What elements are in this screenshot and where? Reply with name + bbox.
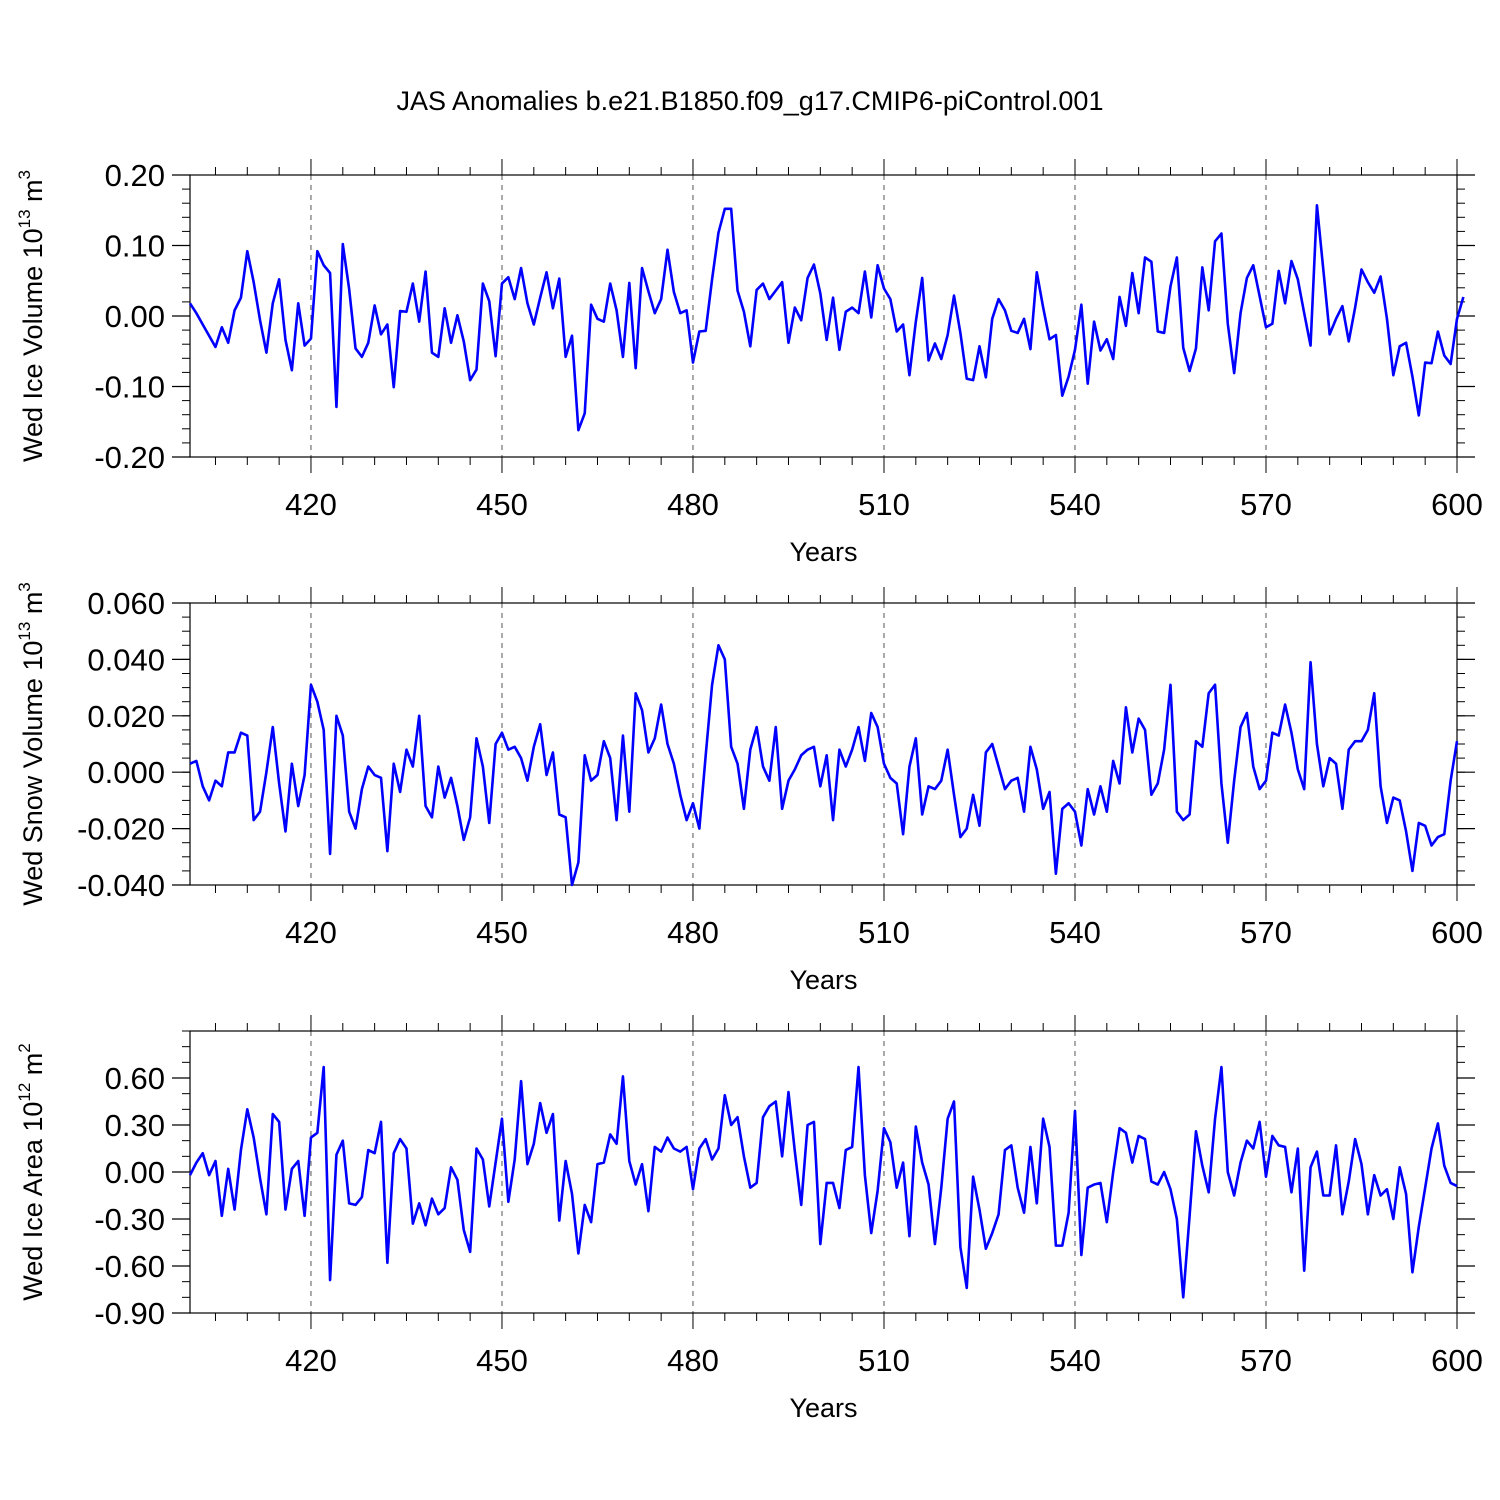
chart-panel-ice-area: -0.90 -0.60 -0.30 0.00 0.30 0.60 420 450 480 510 5… [15,1015,1483,1423]
series-line-0 [188,1065,1458,1299]
chart-panel-snow-volume: -0.040 -0.020 0.000 0.020 0.040 0.060 420 450 48… [15,582,1483,995]
x-tick-label: 510 [858,487,910,522]
x-tick-label: 450 [476,487,528,522]
y-axis-title-exp: 13 [15,622,34,641]
x-tick-label: 600 [1431,915,1483,950]
x-tick-label: 480 [667,487,719,522]
y-axis-title-unit: m [18,179,48,209]
y-axis-title-unit-exp: 3 [15,170,34,179]
y-tick-label: -0.30 [94,1202,165,1237]
x-axis-title: Years [789,1393,857,1423]
y-tick-label: 0.040 [87,642,165,677]
x-tick-label: 570 [1240,1343,1292,1378]
x-tick-label: 420 [285,915,337,950]
y-axis-title-unit-exp: 3 [15,582,34,591]
y-axis-title-main: Wed Snow Volume 10 [18,641,48,906]
y-axis-title-exp: 13 [15,209,34,228]
x-tick-label: 600 [1431,1343,1483,1378]
series-line-0 [188,204,1465,432]
y-axis-title-unit: m [18,592,48,622]
y-tick-label: -0.90 [94,1296,165,1331]
y-tick-label: -0.040 [77,868,165,903]
x-tick-label: 450 [476,915,528,950]
y-tick-label: -0.20 [94,440,165,475]
chart-panel-ice-volume: -0.20 -0.10 0.00 0.10 0.20 420 450 480 510 540 570… [15,158,1483,567]
x-tick-label: 420 [285,1343,337,1378]
y-axis-title-unit: m [18,1053,48,1083]
y-tick-label: 0.060 [87,586,165,621]
y-tick-label: 0.00 [105,1155,165,1190]
plot-frame [189,1030,1458,1314]
x-tick-label: 480 [667,915,719,950]
y-tick-label: 0.20 [105,158,165,193]
y-axis-title-unit-exp: 2 [15,1043,34,1052]
x-tick-label: 510 [858,915,910,950]
page-title: JAS Anomalies b.e21.B1850.f09_g17.CMIP6-… [396,86,1104,116]
series-line-0 [189,643,1459,887]
y-axis-title-main: Wed Ice Area 10 [18,1102,48,1301]
x-tick-label: 540 [1049,1343,1101,1378]
x-axis-title: Years [789,537,857,567]
x-tick-label: 420 [285,487,337,522]
y-tick-label: 0.00 [105,299,165,334]
y-axis-title: Wed Snow Volume 1013 m3 [15,582,48,906]
x-tick-label: 540 [1049,487,1101,522]
x-axis-title: Years [789,965,857,995]
x-tick-label: 570 [1240,915,1292,950]
y-tick-label: 0.60 [105,1061,165,1096]
y-tick-label: -0.10 [94,370,165,405]
y-tick-label: 0.10 [105,229,165,264]
y-axis-title: Wed Ice Area 1012 m2 [15,1043,48,1301]
y-axis-title: Wed Ice Volume 1013 m3 [15,170,48,462]
x-tick-label: 600 [1431,487,1483,522]
x-tick-label: 510 [858,1343,910,1378]
y-axis-title-exp: 12 [15,1083,34,1102]
x-tick-label: 450 [476,1343,528,1378]
x-tick-label: 480 [667,1343,719,1378]
x-tick-label: 540 [1049,915,1101,950]
y-tick-label: 0.020 [87,699,165,734]
x-tick-label: 570 [1240,487,1292,522]
y-tick-label: -0.60 [94,1249,165,1284]
y-tick-label: 0.30 [105,1108,165,1143]
y-tick-label: -0.020 [77,812,165,847]
y-axis-title-main: Wed Ice Volume 10 [18,228,48,462]
y-tick-label: 0.000 [87,755,165,790]
plot-frame [189,602,1458,886]
